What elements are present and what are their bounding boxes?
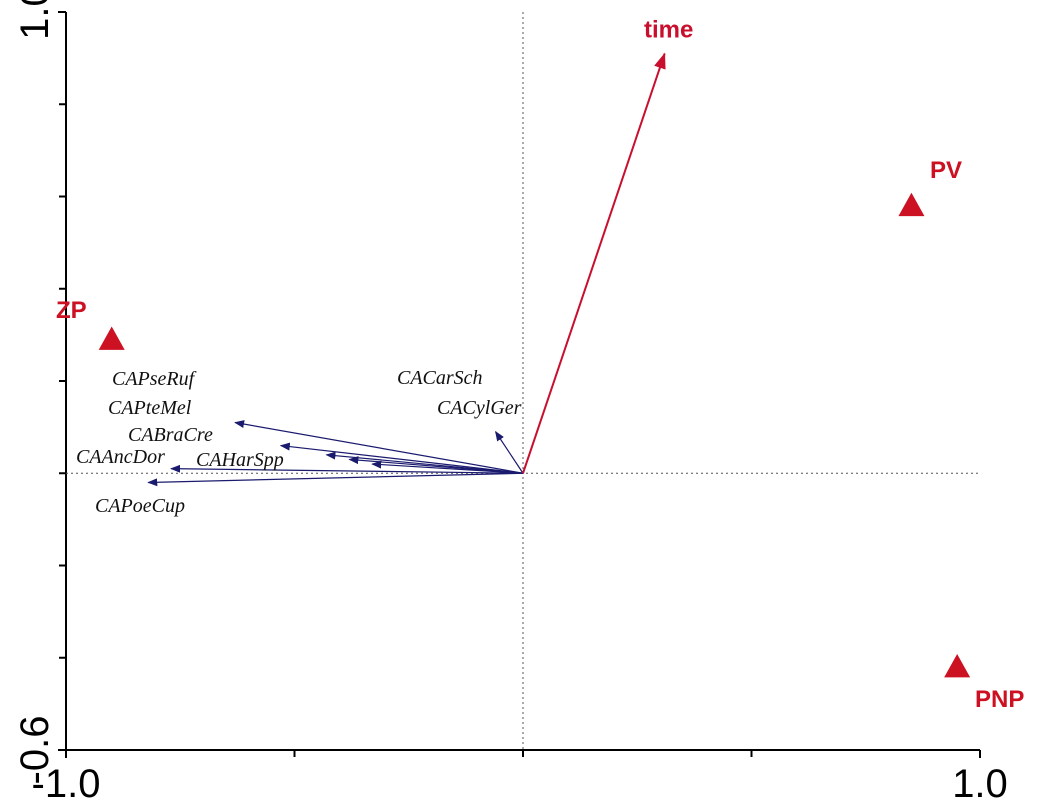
species-arrow	[279, 442, 524, 474]
species-label: CAHarSpp	[196, 449, 284, 471]
site-label: PNP	[975, 686, 1024, 713]
env-vector-label: time	[644, 17, 693, 44]
x-tick-label: 1.0	[952, 762, 1008, 803]
species-label: CAPseRuf	[112, 368, 197, 390]
species-label: CAAncDor	[76, 446, 165, 468]
species-arrow	[371, 460, 524, 474]
site-label: ZP	[56, 297, 87, 324]
env-vector-arrow	[522, 52, 666, 474]
species-arrow	[170, 464, 524, 474]
species-arrow	[147, 472, 524, 487]
species-arrow	[495, 430, 524, 474]
site-marker	[898, 192, 925, 217]
species-label: CACarSch	[397, 367, 483, 389]
site-marker	[944, 653, 971, 678]
y-tick-label: -0.6	[13, 716, 57, 785]
species-label: CAPteMel	[108, 397, 192, 419]
species-label: CACylGer	[437, 397, 522, 419]
x-tick-label: -1.0	[32, 762, 101, 803]
species-label: CABraCre	[128, 424, 213, 446]
species-label: CAPoeCup	[95, 495, 185, 517]
site-marker	[98, 326, 125, 350]
site-label: PV	[930, 157, 962, 184]
y-tick-label: 1.0	[13, 0, 57, 40]
species-arrow	[234, 420, 524, 474]
